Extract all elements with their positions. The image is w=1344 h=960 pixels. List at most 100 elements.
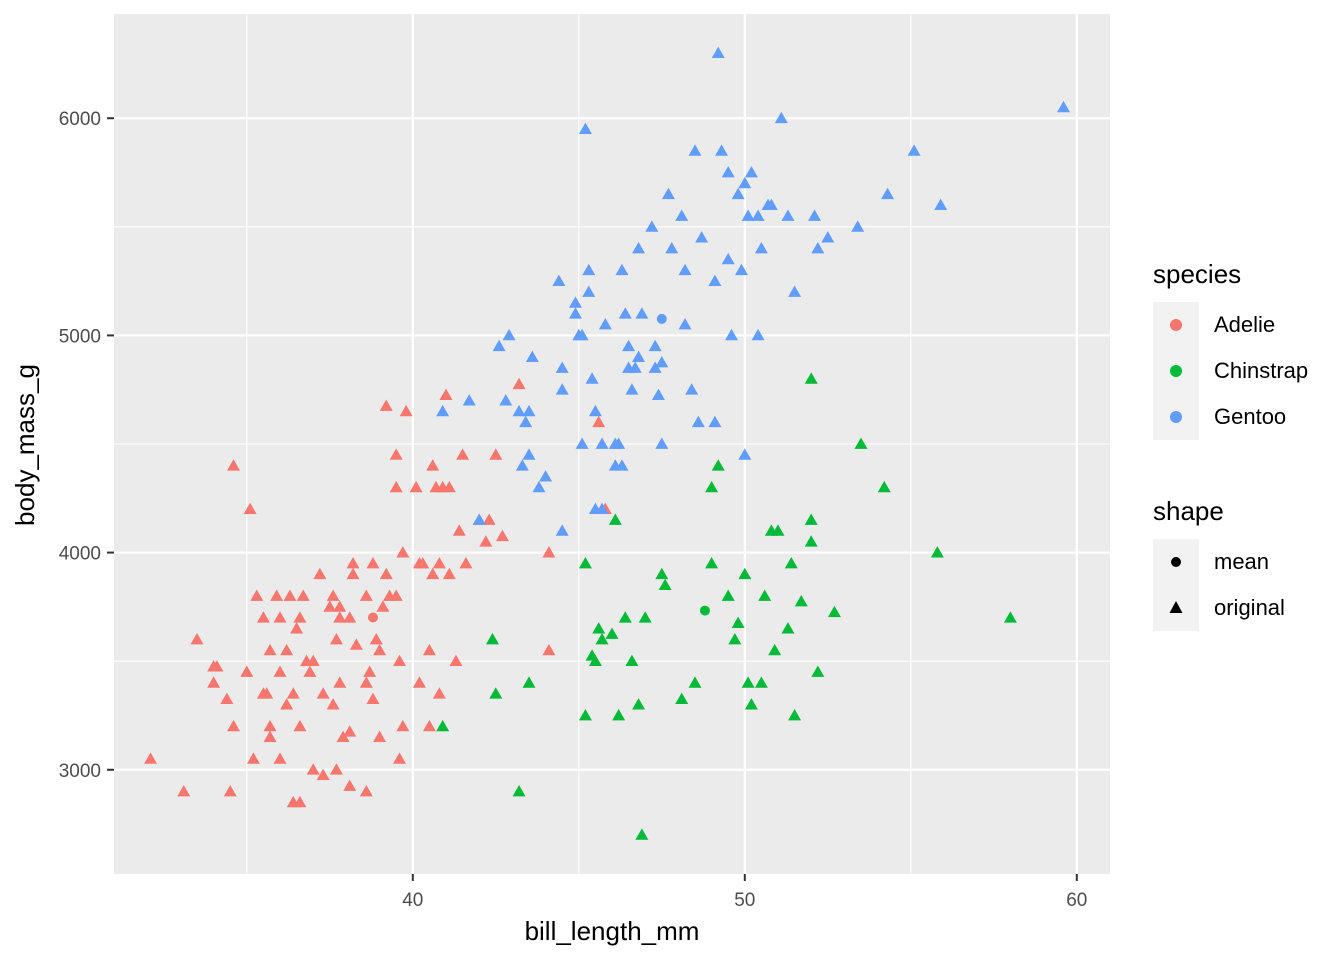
data-point-gentoo	[651, 388, 665, 401]
data-point-gentoo	[751, 328, 765, 341]
data-point-gentoo	[555, 361, 569, 373]
data-point-adelie	[459, 556, 473, 569]
data-point-gentoo	[532, 480, 546, 493]
data-point-gentoo	[539, 470, 553, 482]
legend-label-adelie: Adelie	[1214, 312, 1275, 337]
data-point-adelie	[326, 698, 340, 710]
data-point-gentoo	[685, 383, 699, 395]
data-point-adelie	[422, 719, 436, 732]
data-point-gentoo	[808, 209, 822, 221]
mean-point-gentoo	[656, 313, 667, 324]
data-point-adelie	[389, 589, 403, 601]
data-point-chinstrap	[768, 643, 782, 656]
data-point-adelie	[359, 784, 373, 797]
y-tick-label: 6000	[59, 109, 101, 130]
mean-point-chinstrap	[699, 605, 710, 616]
data-point-chinstrap	[588, 654, 602, 667]
data-point-adelie	[495, 529, 509, 542]
data-point-chinstrap	[771, 524, 785, 536]
data-point-chinstrap	[721, 589, 735, 601]
data-point-gentoo	[519, 415, 533, 428]
y-tick-label: 4000	[59, 544, 101, 565]
data-point-chinstrap	[754, 676, 768, 688]
data-point-chinstrap	[578, 708, 592, 721]
data-point-gentoo	[731, 187, 745, 200]
data-point-adelie	[412, 676, 426, 688]
data-point-adelie	[416, 556, 430, 569]
data-point-adelie	[359, 589, 373, 601]
data-point-adelie	[144, 752, 158, 764]
data-point-gentoo	[721, 166, 735, 178]
data-point-chinstrap	[728, 632, 742, 645]
data-point-chinstrap	[635, 828, 649, 840]
data-point-gentoo	[741, 209, 755, 221]
data-point-adelie	[273, 665, 287, 677]
data-point-adelie	[227, 459, 241, 471]
data-point-adelie	[280, 698, 294, 710]
data-point-gentoo	[598, 318, 612, 330]
data-point-gentoo	[568, 296, 582, 308]
data-points	[144, 46, 1071, 840]
data-point-gentoo	[781, 209, 795, 221]
data-point-chinstrap	[731, 616, 745, 629]
data-point-gentoo	[751, 209, 765, 221]
data-point-adelie	[293, 611, 307, 623]
data-point-gentoo	[691, 415, 705, 428]
data-point-gentoo	[436, 404, 450, 417]
data-point-gentoo	[472, 513, 486, 525]
major-gridlines	[114, 14, 1110, 874]
data-point-adelie	[293, 795, 307, 808]
data-point-chinstrap	[741, 676, 755, 688]
data-point-adelie	[273, 611, 287, 623]
legend-species-title: species	[1153, 259, 1241, 289]
data-point-gentoo	[851, 220, 865, 232]
data-point-gentoo	[555, 383, 569, 395]
data-point-adelie	[482, 513, 496, 525]
data-point-gentoo	[632, 350, 646, 363]
data-point-chinstrap	[436, 719, 450, 732]
data-point-gentoo	[655, 437, 669, 449]
data-point-gentoo	[582, 263, 596, 276]
data-point-gentoo	[582, 285, 596, 297]
data-point-adelie	[379, 399, 393, 411]
x-tick-label: 60	[1066, 890, 1087, 911]
data-point-chinstrap	[595, 632, 609, 645]
data-point-adelie	[369, 632, 383, 645]
data-point-gentoo	[525, 350, 539, 363]
data-point-gentoo	[738, 448, 752, 460]
data-point-chinstrap	[877, 480, 891, 493]
data-point-adelie	[333, 611, 347, 623]
data-point-adelie	[243, 502, 257, 515]
data-point-adelie	[256, 611, 270, 623]
data-point-adelie	[426, 459, 440, 471]
data-point-gentoo	[595, 437, 609, 449]
data-point-gentoo	[721, 252, 735, 265]
data-point-adelie	[409, 480, 423, 493]
data-point-adelie	[363, 665, 377, 677]
legend-label-gentoo: Gentoo	[1214, 404, 1286, 429]
data-point-gentoo	[934, 198, 948, 210]
data-point-chinstrap	[705, 556, 719, 569]
legend-shape: shape mean original	[1153, 496, 1285, 631]
data-point-gentoo	[811, 242, 825, 254]
data-point-adelie	[227, 719, 241, 732]
data-point-adelie	[303, 665, 317, 677]
data-point-adelie	[290, 622, 304, 634]
data-point-adelie	[396, 719, 410, 732]
data-point-gentoo	[675, 209, 689, 221]
data-point-chinstrap	[625, 654, 639, 667]
data-point-gentoo	[612, 437, 626, 449]
legend-key-adelie	[1170, 319, 1182, 331]
data-point-adelie	[349, 638, 363, 650]
data-point-gentoo	[512, 404, 526, 417]
data-point-adelie	[442, 567, 456, 580]
data-point-chinstrap	[811, 665, 825, 677]
data-point-adelie	[326, 589, 340, 601]
data-point-gentoo	[881, 187, 895, 200]
data-point-adelie	[396, 546, 410, 558]
legend-key-chinstrap	[1170, 365, 1182, 377]
data-point-chinstrap	[804, 372, 818, 384]
data-point-chinstrap	[794, 594, 808, 607]
data-point-gentoo	[1057, 100, 1071, 113]
data-point-chinstrap	[612, 708, 626, 721]
